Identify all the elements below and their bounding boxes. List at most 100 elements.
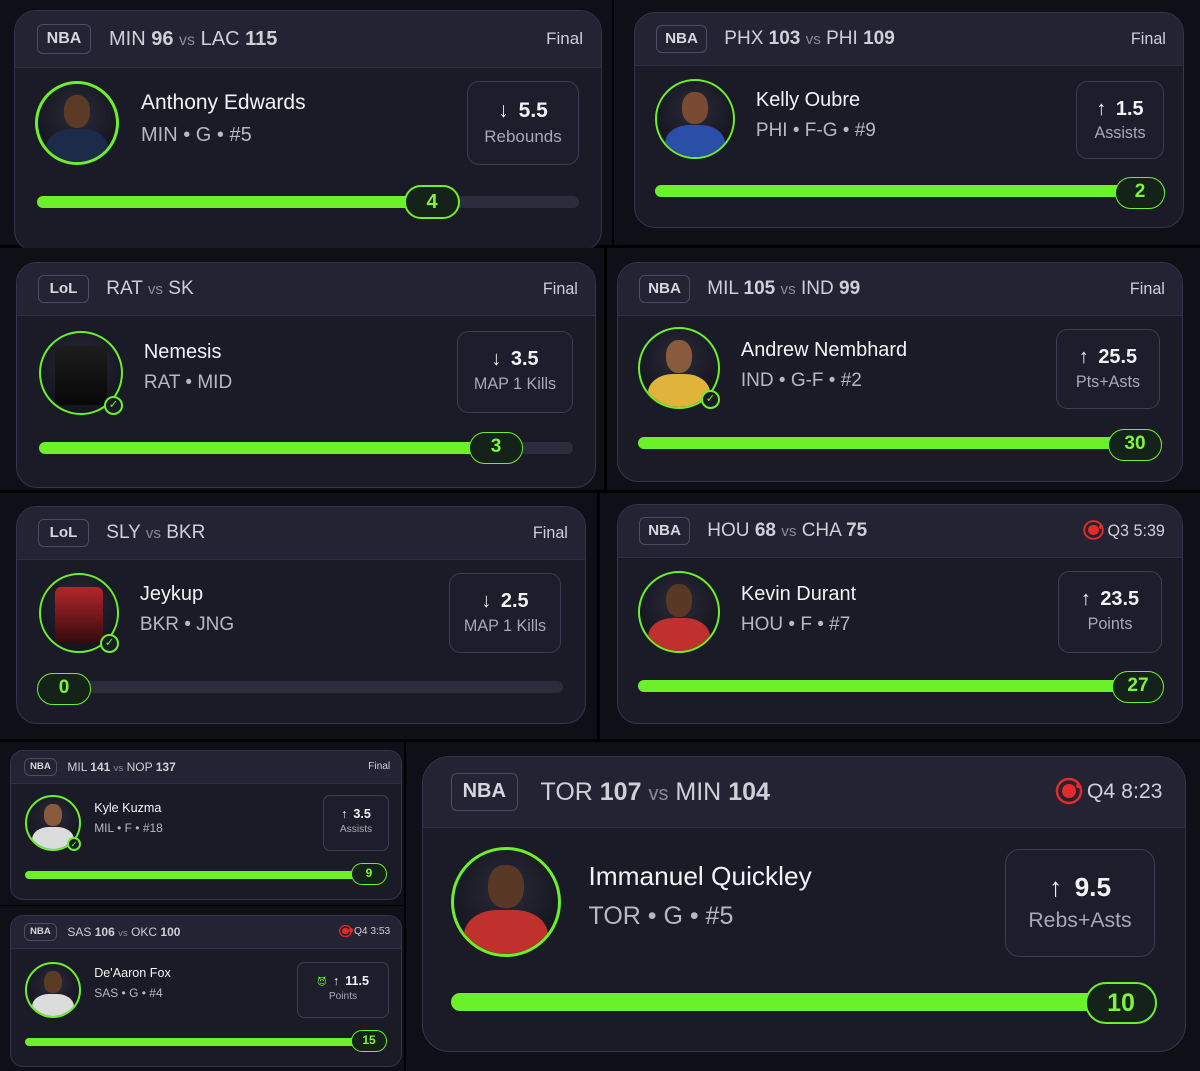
projection-box[interactable]: ↑ 3.5 Assists [323,795,389,851]
league-badge: NBA [24,923,57,941]
match-score: MIL 105 vs IND 99 [707,278,860,302]
team1-score: 107 [599,778,642,806]
stat-type: Assists [339,823,373,835]
stat-type: Rebounds [484,126,562,146]
pick-card[interactable]: NBA PHX 103 vs PHI 109 Final Kelly Oubre PHI… [634,12,1184,228]
stat-type: MAP 1 Kills [463,616,547,635]
result-pill: 2 [1115,177,1165,209]
progress-track [37,196,579,208]
pick-card[interactable]: LoL RAT vs SK Final ✓ Nemesis RAT • MID ↓ 3.5 MA… [16,262,596,488]
team1-name: MIL [707,277,739,299]
player-name: De'Aaron Fox [94,966,171,980]
line-number: 25.5 [1098,346,1138,368]
team2-score: 109 [863,27,895,49]
card-header: NBA HOU 68 vs CHA 75 Q3 5:39 [618,505,1182,558]
pick-card[interactable]: NBA MIL 105 vs IND 99 Final ✓ Andrew Nembhar… [617,262,1183,482]
team2-score: 100 [160,924,181,939]
game-status: Q4 8:23 [1061,778,1163,806]
player-info: IND • G-F • #2 [740,370,862,392]
demon-icon: 😈 [316,977,327,989]
match-score: TOR 107 vs MIN 104 [541,777,770,809]
avatar-head [665,339,693,373]
avatar-image [27,964,79,1016]
projection-box[interactable]: ↑ 1.5 Assists [1076,81,1164,159]
team1-score: 141 [90,759,111,774]
player-photo-icon: ✓ [25,795,81,851]
avatar-body [647,374,711,407]
team2-name: OKC [131,924,158,939]
game-status: Final [368,760,390,773]
avatar-image [640,329,718,407]
team1-name: HOU [707,519,750,541]
avatar-body [464,910,548,954]
pick-card[interactable]: NBA SAS 106 vs OKC 100 Q4 3:53 De'Aaron Fox… [10,915,402,1067]
arrow-up-icon: ↑ [1078,346,1089,368]
avatar-image [657,81,733,157]
team2-score: 137 [155,759,176,774]
line-number: 11.5 [345,974,370,989]
progress-fill [25,871,377,879]
match-score: MIN 96 vs LAC 115 [109,27,277,53]
pick-card[interactable]: NBA MIN 96 vs LAC 115 Final Anthony Edwards… [14,10,602,252]
match-score: PHX 103 vs PHI 109 [724,28,894,52]
versus-label: vs [113,762,124,774]
player-info: HOU • F • #7 [740,614,851,636]
versus-label: vs [781,522,797,540]
stat-type: Pts+Asts [1075,372,1141,391]
team2-name: PHI [826,27,858,49]
game-status: Q3 5:39 [1088,521,1165,542]
team2-score: 115 [245,28,278,50]
pick-card[interactable]: NBA TOR 107 vs MIN 104 Q4 8:23 Immanuel Qui… [422,756,1186,1052]
player-photo-icon [35,81,119,165]
projection-value: ↑ 23.5 [1059,588,1161,611]
status-text: Final [1130,29,1166,48]
player-info: BKR • JNG [139,614,235,636]
team1-score: 96 [151,28,174,50]
player-name: Immanuel Quickley [588,861,812,891]
line-number: 3.5 [353,807,371,822]
progress-track [638,437,1162,449]
match-score: RAT vs SK [106,278,193,302]
arrow-up-icon: ↑ [1048,871,1063,902]
versus-label: vs [179,32,196,49]
projection-box[interactable]: ↓ 2.5 MAP 1 Kills [449,573,561,653]
team1-name: TOR [540,778,593,806]
match-score: MIL 141 vs NOP 137 [67,760,175,776]
projection-box[interactable]: 😈 ↑ 11.5 Points [297,962,389,1018]
progress-fill [638,680,1164,692]
player-name: Kyle Kuzma [94,801,162,815]
result-pill: 0 [37,673,91,705]
player-info: RAT • MID [143,372,233,394]
projection-box[interactable]: ↑ 25.5 Pts+Asts [1056,329,1160,409]
player-info: PHI • F-G • #9 [755,120,876,142]
match-score: SLY vs BKR [106,522,205,546]
projection-value: ↑ 9.5 [1006,872,1154,903]
line-number: 2.5 [500,590,529,612]
jersey-shape [54,587,104,644]
projection-box[interactable]: ↑ 23.5 Points [1058,571,1162,653]
team2-name: BKR [166,521,206,543]
projection-box[interactable]: ↓ 5.5 Rebounds [467,81,579,165]
projection-value: ↓ 2.5 [450,590,560,613]
progress-fill [638,437,1162,449]
team2-score: 75 [846,519,868,541]
pick-card[interactable]: NBA HOU 68 vs CHA 75 Q3 5:39 Kevin Durant HO… [617,504,1183,724]
team1-score: 68 [754,519,776,541]
projection-value: ↓ 5.5 [468,99,578,123]
versus-label: vs [805,30,821,48]
status-text: Q4 8:23 [1086,779,1163,804]
player-name: Kevin Durant [740,583,857,605]
live-indicator-icon [1088,524,1104,536]
status-text: Final [546,29,583,48]
arrow-up-icon: ↑ [332,974,340,989]
status-text: Final [1129,279,1165,298]
team1-name: MIL [67,759,87,774]
avatar-body [32,827,74,849]
versus-label: vs [147,280,164,298]
projection-box[interactable]: ↓ 3.5 MAP 1 Kills [457,331,573,413]
pick-card[interactable]: NBA MIL 141 vs NOP 137 Final ✓ Kyle Kuzma MIL… [10,750,402,900]
result-pill: 30 [1108,429,1162,461]
team2-score: 104 [728,778,770,806]
pick-card[interactable]: LoL SLY vs BKR Final ✓ Jeykup BKR • JNG ↓ 2.5 MA… [16,506,586,724]
projection-box[interactable]: ↑ 9.5 Rebs+Asts [1005,849,1155,957]
